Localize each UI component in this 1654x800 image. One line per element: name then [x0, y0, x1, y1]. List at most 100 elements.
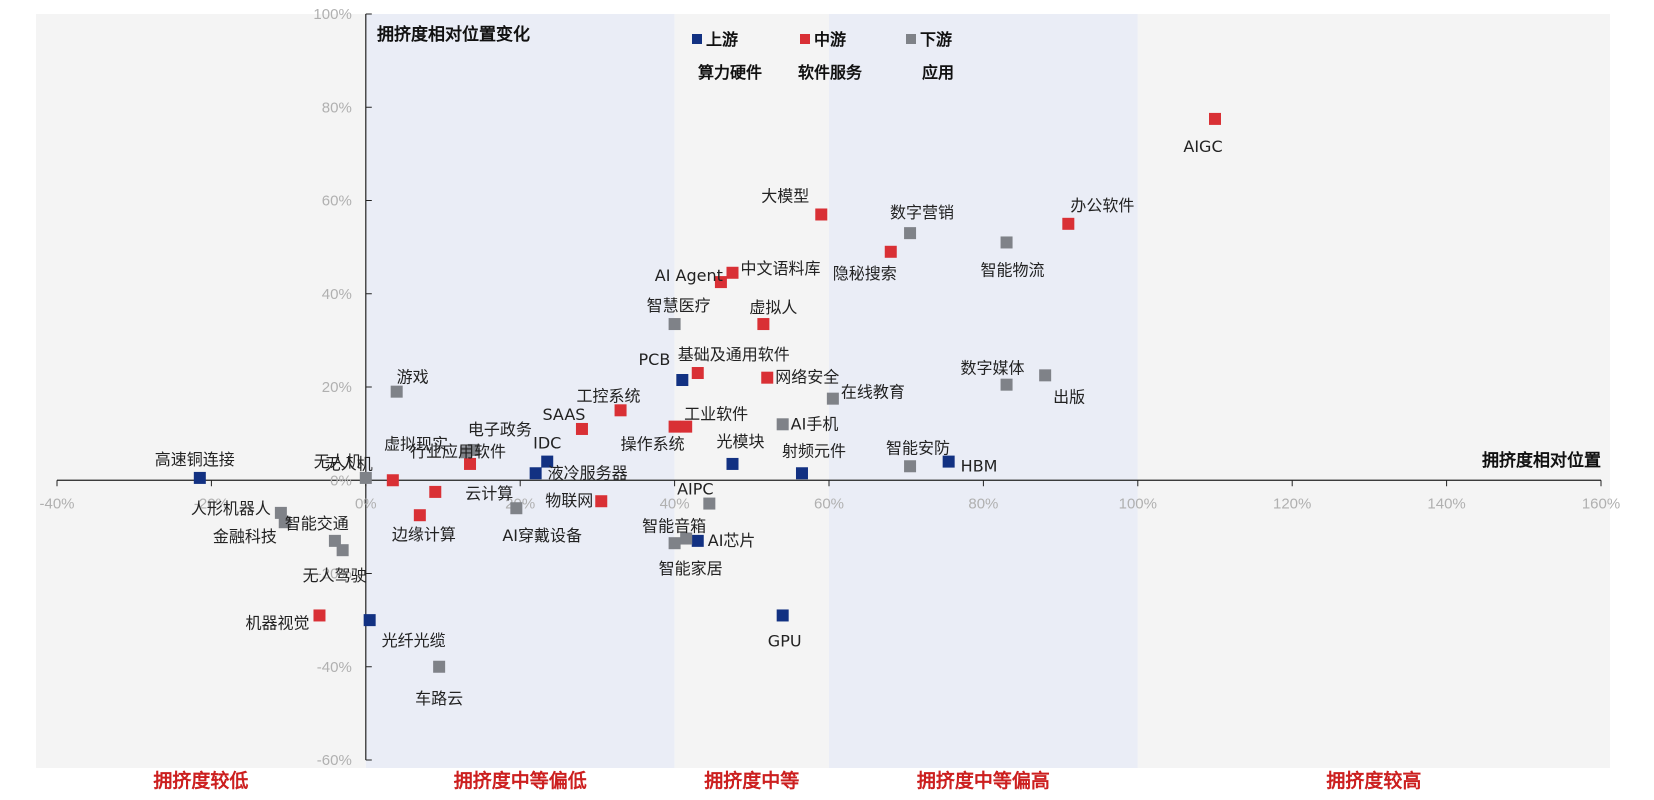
point-2-2	[668, 318, 681, 331]
point-0-2	[541, 455, 554, 468]
zone-label-0: 拥挤度较低	[153, 769, 248, 792]
point-0-0	[193, 471, 206, 484]
point-2-18	[336, 544, 349, 557]
point-1-14	[386, 474, 399, 487]
point-2-12	[510, 502, 523, 515]
zone-label-2: 拥挤度中等	[704, 769, 799, 792]
point-2-11	[703, 497, 716, 510]
zone-label-4: 拥挤度较高	[1326, 769, 1421, 792]
point-0-1	[363, 614, 376, 627]
point-1-10	[575, 422, 588, 435]
point-label-2-11: AIPC	[677, 480, 713, 499]
y-tick-label: 100%	[313, 6, 351, 23]
x-tick-label: -40%	[39, 495, 74, 512]
y-tick-label: -60%	[317, 752, 352, 769]
point-1-1	[1062, 217, 1075, 230]
point-label-1-15: 云计算	[465, 484, 513, 503]
x-tick-label: 80%	[968, 495, 998, 512]
point-1-12	[668, 420, 681, 433]
legend-series-name-1: 中游	[814, 30, 846, 49]
point-0-4	[676, 374, 689, 387]
y-axis-title: 拥挤度相对位置变化	[377, 24, 530, 45]
point-2-8	[390, 385, 403, 398]
point-1-5	[714, 276, 727, 289]
point-1-2	[815, 208, 828, 221]
point-label-2-15: 人形机器人	[191, 499, 271, 518]
zone-band-4	[1137, 14, 1610, 768]
point-label-2-6: AI手机	[791, 414, 839, 433]
point-label-2-2: 智慧医疗	[647, 296, 711, 315]
point-label-0-0: 高速铜连接	[155, 450, 235, 469]
point-label-2-13: 智能音箱	[642, 517, 706, 536]
point-2-13	[680, 532, 693, 545]
x-tick-label: 160%	[1582, 495, 1620, 512]
point-1-16	[595, 495, 608, 508]
point-label-1-7: 基础及通用软件	[678, 345, 790, 364]
point-2-19	[433, 660, 446, 673]
zone-label-1: 拥挤度中等偏低	[454, 769, 587, 792]
point-label-0-9: HBM	[961, 457, 998, 476]
y-tick-label: 20%	[322, 379, 352, 396]
point-2-10	[460, 446, 473, 459]
point-label-2-7: 智能安防	[886, 438, 950, 457]
point-label-2-18: 无人驾驶	[303, 566, 367, 585]
point-1-11	[680, 420, 693, 433]
point-label-1-12: 操作系统	[621, 435, 685, 454]
point-0-5	[726, 457, 739, 470]
y-tick-label: 40%	[322, 286, 352, 303]
point-2-20	[359, 471, 372, 484]
zone-label-3: 拥挤度中等偏高	[917, 769, 1050, 792]
point-1-4	[726, 266, 739, 279]
point-label-2-9: 电子政务	[468, 420, 532, 439]
point-0-6	[795, 467, 808, 480]
point-2-7	[904, 460, 917, 473]
point-label-0-8: GPU	[768, 631, 802, 650]
point-label-2-17: 金融科技	[213, 527, 277, 546]
legend-series-name-0: 上游	[706, 30, 738, 49]
point-label-2-5: 在线教育	[841, 383, 905, 402]
point-0-7	[691, 534, 704, 547]
point-label-1-4: 中文语料库	[741, 259, 821, 278]
point-label-1-3: 隐秘搜索	[833, 264, 897, 283]
legend-swatch-1	[800, 34, 810, 44]
legend-series-subtitle-1: 软件服务	[798, 63, 863, 82]
point-label-1-5: AI Agent	[655, 266, 723, 285]
point-label-1-11: 工业软件	[684, 405, 748, 424]
point-2-5	[826, 392, 839, 405]
point-1-18	[313, 609, 326, 622]
point-label-1-2: 大模型	[761, 186, 809, 205]
point-2-14	[668, 537, 681, 550]
point-label-2-3: 数字媒体	[961, 359, 1025, 378]
x-tick-label: 0%	[355, 495, 377, 512]
legend-series-subtitle-2: 应用	[922, 63, 954, 82]
point-label-1-0: AIGC	[1183, 137, 1222, 156]
point-1-15	[429, 485, 442, 498]
zone-band-0	[36, 14, 366, 768]
zone-backgrounds	[36, 14, 1610, 768]
x-tick-label: -20%	[194, 495, 229, 512]
point-label-1-18: 机器视觉	[245, 613, 309, 632]
tick-labels: -40% -20% 0% 20% 40% 60% 80% 100% 120% 140% 160% 10…	[39, 6, 1620, 769]
legend-series-subtitle-0: 算力硬件	[698, 63, 762, 82]
x-axis-title: 拥挤度相对位置	[1482, 450, 1601, 471]
point-2-16	[278, 516, 291, 529]
point-2-0	[904, 227, 917, 240]
zone-labels: 拥挤度较低 拥挤度中等偏低 拥挤度中等 拥挤度中等偏高 拥挤度较高	[153, 769, 1421, 792]
point-label-0-2: IDC	[533, 434, 561, 453]
point-1-3	[884, 245, 897, 258]
point-label-2-0: 数字营销	[890, 203, 954, 222]
point-label-1-6: 虚拟人	[749, 298, 797, 317]
point-label-1-9: 工控系统	[577, 386, 641, 405]
point-label-0-5: 光模块	[717, 432, 765, 451]
point-2-1	[1000, 236, 1013, 249]
point-label-2-4: 出版	[1053, 387, 1085, 406]
point-label-1-16: 物联网	[545, 491, 593, 510]
zone-band-2	[674, 14, 829, 768]
point-label-0-3: 液冷服务器	[548, 463, 628, 482]
point-label-1-8: 网络安全	[775, 368, 839, 387]
point-1-17	[413, 509, 426, 522]
point-0-9	[942, 455, 955, 468]
point-label-1-13: 行业应用软件	[410, 442, 506, 461]
point-0-3	[529, 467, 542, 480]
point-label-2-10: 虚拟现实	[384, 434, 448, 453]
